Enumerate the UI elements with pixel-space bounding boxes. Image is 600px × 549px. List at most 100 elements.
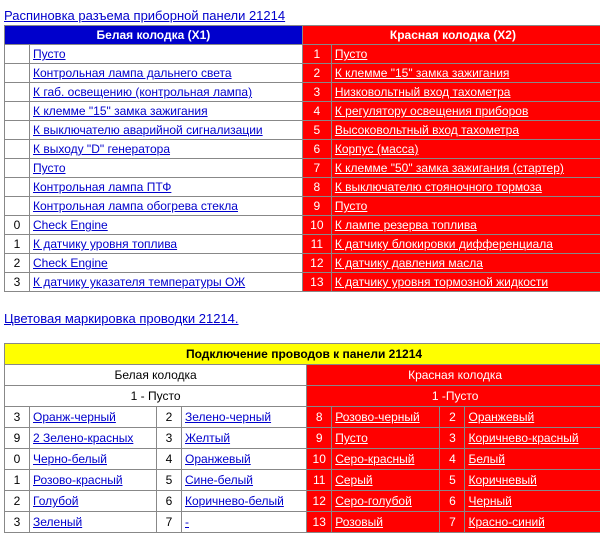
- pin-num-left: [5, 159, 30, 178]
- pin-desc-left[interactable]: Пусто: [30, 159, 303, 178]
- wire-num-g: 7: [440, 512, 465, 533]
- pin-desc-right[interactable]: К лампе резерва топлива: [331, 216, 600, 235]
- pin-num-left: 1: [5, 235, 30, 254]
- wire-color-d[interactable]: Зелено-черный: [182, 407, 307, 428]
- pin-num-left: [5, 121, 30, 140]
- wire-color-h[interactable]: Оранжевый: [465, 407, 600, 428]
- pin-num-left: [5, 140, 30, 159]
- wire-color-h[interactable]: Коричневый: [465, 470, 600, 491]
- pinout-row: 1К датчику уровня топлива11К датчику бло…: [5, 235, 600, 254]
- wire-num-c: 6: [157, 491, 182, 512]
- pin-desc-right[interactable]: К клемме "15" замка зажигания: [331, 64, 600, 83]
- wire-color-f[interactable]: Серый: [332, 470, 440, 491]
- pin-num-right: 4: [302, 102, 331, 121]
- pinout-table: Белая колодка (X1) Красная колодка (X2) …: [4, 25, 600, 292]
- wire-color-f[interactable]: Серо-красный: [332, 449, 440, 470]
- wire-color-f[interactable]: Пусто: [332, 428, 440, 449]
- pinout-row: Контрольная лампа обогрева стекла9Пусто: [5, 197, 600, 216]
- wire-color-d[interactable]: Сине-белый: [182, 470, 307, 491]
- subheader-white: Белая колодка: [5, 365, 307, 386]
- wire-color-b[interactable]: Зеленый: [30, 512, 157, 533]
- wire-color-h[interactable]: Черный: [465, 491, 600, 512]
- pin-desc-right[interactable]: Высоковольтный вход тахометра: [331, 121, 600, 140]
- wire-num-c: 5: [157, 470, 182, 491]
- wire-num-a: 0: [5, 449, 30, 470]
- pin-desc-left[interactable]: К клемме "15" замка зажигания: [30, 102, 303, 121]
- pin-desc-left[interactable]: Check Engine: [30, 216, 303, 235]
- wire-color-b[interactable]: Голубой: [30, 491, 157, 512]
- pin-num-left: 3: [5, 273, 30, 292]
- wire-color-f[interactable]: Серо-голубой: [332, 491, 440, 512]
- wire-num-g: 3: [440, 428, 465, 449]
- pin-desc-left[interactable]: К габ. освещению (контрольная лампа): [30, 83, 303, 102]
- pin-num-right: 5: [302, 121, 331, 140]
- pin-desc-right[interactable]: К клемме "50" замка зажигания (стартер): [331, 159, 600, 178]
- pin-desc-left[interactable]: Контрольная лампа дальнего света: [30, 64, 303, 83]
- pin-num-left: [5, 197, 30, 216]
- pin-desc-right[interactable]: Корпус (масса): [331, 140, 600, 159]
- pin-desc-right[interactable]: К датчику уровня тормозной жидкости: [331, 273, 600, 292]
- wire-color-b[interactable]: 2 Зелено-красных: [30, 428, 157, 449]
- pin-desc-left[interactable]: Check Engine: [30, 254, 303, 273]
- pin-num-left: 2: [5, 254, 30, 273]
- pin-desc-left[interactable]: Пусто: [30, 45, 303, 64]
- pin-desc-left[interactable]: Контрольная лампа ПТФ: [30, 178, 303, 197]
- pin-num-right: 6: [302, 140, 331, 159]
- wire-color-b[interactable]: Оранж-черный: [30, 407, 157, 428]
- wire-color-b[interactable]: Розово-красный: [30, 470, 157, 491]
- wire-color-h[interactable]: Коричнево-красный: [465, 428, 600, 449]
- wire-color-b[interactable]: Черно-белый: [30, 449, 157, 470]
- pin-num-left: [5, 178, 30, 197]
- wire-color-f[interactable]: Розово-черный: [332, 407, 440, 428]
- wire-color-h[interactable]: Белый: [465, 449, 600, 470]
- wire-num-e: 8: [307, 407, 332, 428]
- pinout-row: Пусто7К клемме "50" замка зажигания (ста…: [5, 159, 600, 178]
- pin-num-right: 3: [302, 83, 331, 102]
- pinout-row: К выключателю аварийной сигнализации5Выс…: [5, 121, 600, 140]
- page-title-2[interactable]: Цветовая маркировка проводки 21214.: [4, 311, 600, 326]
- wire-num-e: 11: [307, 470, 332, 491]
- pin-num-right: 12: [302, 254, 331, 273]
- pin-num-right: 1: [302, 45, 331, 64]
- wire-color-d[interactable]: Оранжевый: [182, 449, 307, 470]
- wire-color-f[interactable]: Розовый: [332, 512, 440, 533]
- wire-num-c: 7: [157, 512, 182, 533]
- pin-desc-right[interactable]: К датчику давления масла: [331, 254, 600, 273]
- pin-desc-right[interactable]: К датчику блокировки дифференциала: [331, 235, 600, 254]
- wire-row: 1Розово-красный5Сине-белый11Серый5Коричн…: [5, 470, 600, 491]
- wire-num-g: 2: [440, 407, 465, 428]
- pinout-row: 2Check Engine12К датчику давления масла: [5, 254, 600, 273]
- pin-desc-left[interactable]: К датчику уровня топлива: [30, 235, 303, 254]
- header-wire-connection: Подключение проводов к панели 21214: [5, 344, 600, 365]
- pin-num-right: 13: [302, 273, 331, 292]
- pin-desc-right[interactable]: К выключателю стояночного тормоза: [331, 178, 600, 197]
- pinout-row: Пусто1Пусто: [5, 45, 600, 64]
- wire-color-h[interactable]: Красно-синий: [465, 512, 600, 533]
- wire-color-d[interactable]: Коричнево-белый: [182, 491, 307, 512]
- wire-row: 2Голубой6Коричнево-белый12Серо-голубой6Ч…: [5, 491, 600, 512]
- pin-num-left: [5, 83, 30, 102]
- header-red-connector: Красная колодка (X2): [302, 26, 600, 45]
- wire-num-c: 4: [157, 449, 182, 470]
- pin-desc-right[interactable]: Низковольтный вход тахометра: [331, 83, 600, 102]
- pin-num-right: 9: [302, 197, 331, 216]
- wire-color-d[interactable]: Желтый: [182, 428, 307, 449]
- wire-num-a: 3: [5, 407, 30, 428]
- pin-desc-left[interactable]: К датчику указателя температуры ОЖ: [30, 273, 303, 292]
- wire-row: 92 Зелено-красных3Желтый9Пусто3Коричнево…: [5, 428, 600, 449]
- pin-desc-right[interactable]: К регулятору освещения приборов: [331, 102, 600, 121]
- pinout-row: 0Check Engine10К лампе резерва топлива: [5, 216, 600, 235]
- pin-desc-left[interactable]: К выходу "D" генератора: [30, 140, 303, 159]
- pin-desc-left[interactable]: К выключателю аварийной сигнализации: [30, 121, 303, 140]
- pin-desc-right[interactable]: Пусто: [331, 197, 600, 216]
- wire-row: 3Зеленый7-13Розовый7Красно-синий: [5, 512, 600, 533]
- page-title-1[interactable]: Распиновка разъема приборной панели 2121…: [4, 8, 600, 23]
- wire-num-e: 10: [307, 449, 332, 470]
- wire-num-a: 1: [5, 470, 30, 491]
- pin-desc-right[interactable]: Пусто: [331, 45, 600, 64]
- wire-color-d[interactable]: -: [182, 512, 307, 533]
- pin-desc-left[interactable]: Контрольная лампа обогрева стекла: [30, 197, 303, 216]
- wire-num-a: 9: [5, 428, 30, 449]
- wire-num-a: 2: [5, 491, 30, 512]
- wire-num-c: 3: [157, 428, 182, 449]
